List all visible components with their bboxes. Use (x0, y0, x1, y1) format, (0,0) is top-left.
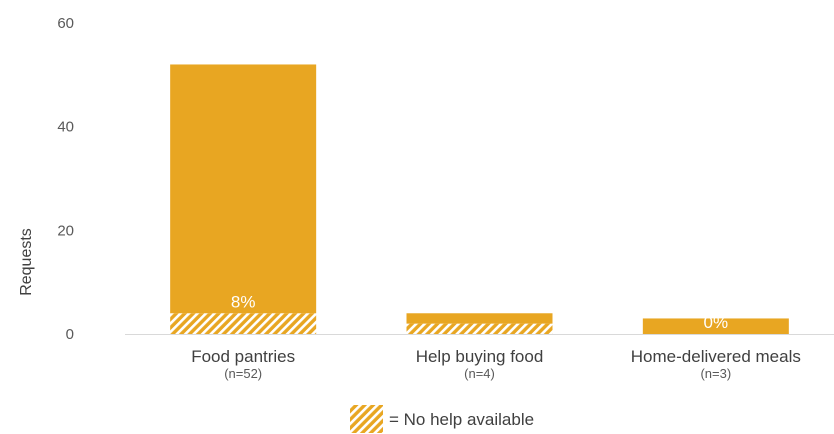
category-n-label: (n=4) (464, 366, 495, 381)
legend: = No help available (350, 405, 534, 433)
bar-segment-help (406, 313, 553, 324)
bar-segment-no-help (406, 323, 553, 334)
category-label: Food pantries (191, 347, 295, 366)
bar-data-label: 0% (704, 313, 729, 332)
legend-hatch-swatch (350, 405, 383, 433)
bars-group: 8% 0% (170, 64, 789, 334)
category-labels: Food pantries(n=52) Help buying food(n=4)… (191, 347, 801, 381)
bar-data-label: 8% (231, 292, 256, 311)
legend-label: = No help available (389, 410, 534, 429)
category-n-label: (n=52) (224, 366, 262, 381)
y-axis-tick-labels: 0 20 40 60 (57, 15, 74, 343)
bar-segment-help (642, 318, 789, 334)
bar-segment-no-help (170, 313, 317, 334)
y-tick-label: 0 (66, 326, 74, 343)
y-tick-label: 60 (57, 15, 74, 32)
bar-segment-help (170, 64, 317, 314)
category-label: Home-delivered meals (631, 347, 801, 366)
y-tick-label: 40 (57, 119, 74, 136)
category-label: Help buying food (416, 347, 544, 366)
category-n-label: (n=3) (700, 366, 731, 381)
y-tick-label: 20 (57, 222, 74, 239)
y-axis-title: Requests (18, 228, 35, 296)
